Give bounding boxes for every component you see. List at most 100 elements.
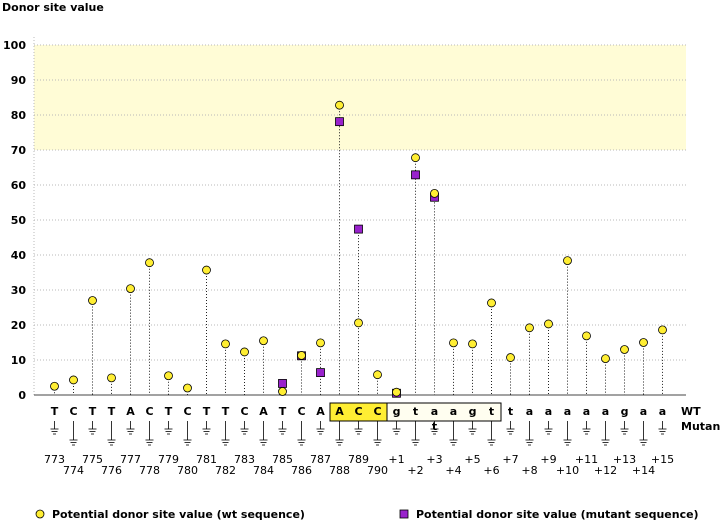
wt-marker [506, 353, 515, 362]
wt-marker [297, 351, 306, 360]
wt-base-label: a [526, 405, 533, 418]
wt-base-label: T [165, 405, 173, 418]
wt-base-label: a [545, 405, 552, 418]
wt-base-label: T [279, 405, 287, 418]
position-number: +1 [388, 453, 404, 466]
position-number: +15 [651, 453, 674, 466]
wt-marker [620, 345, 629, 354]
wt-marker [88, 296, 97, 305]
ground-symbol [126, 421, 135, 435]
mutant-marker [316, 368, 325, 378]
position-number: 778 [139, 464, 160, 477]
mutant-row-label: Mutant [681, 420, 720, 433]
wt-base-label: C [145, 405, 153, 418]
wt-base-label: a [450, 405, 457, 418]
wt-marker [639, 338, 648, 347]
intron-box [386, 402, 502, 422]
position-number: 784 [253, 464, 274, 477]
position-number: +9 [540, 453, 556, 466]
y-tick-label: 100 [3, 39, 26, 52]
wt-base-label: T [222, 405, 230, 418]
wt-marker [316, 338, 325, 348]
ground-symbol [278, 421, 287, 435]
wt-base-label: t [413, 405, 418, 418]
position-number: 781 [196, 453, 217, 466]
mutant-marker [411, 170, 420, 180]
position-number: 785 [272, 453, 293, 466]
y-tick-label: 10 [11, 354, 27, 367]
y-axis: 0 10 20 30 40 50 60 70 80 90 100 [3, 39, 26, 402]
position-number: 774 [63, 464, 84, 477]
ground-symbol [620, 421, 629, 435]
position-number: +8 [521, 464, 537, 477]
y-tick-label: 0 [18, 389, 26, 402]
chart-title: Donor site value [2, 1, 104, 14]
gridlines [33, 37, 686, 396]
ground-symbol [639, 421, 648, 446]
y-tick-label: 90 [11, 74, 27, 87]
position-number: 780 [177, 464, 198, 477]
ground-symbol [50, 421, 59, 435]
ground-symbol [221, 421, 230, 446]
wt-base-label: a [583, 405, 590, 418]
wt-base-label: C [240, 405, 248, 418]
wt-marker [164, 371, 173, 381]
wt-base-label: C [373, 405, 381, 418]
ground-symbol [107, 421, 116, 446]
y-tick-label: 60 [11, 179, 27, 192]
ground-symbol [449, 421, 458, 446]
ground-symbol [164, 421, 173, 435]
position-number: +14 [632, 464, 655, 477]
ground-symbol [430, 421, 439, 435]
mutant-marker [335, 117, 344, 127]
wt-base-label: t [508, 405, 513, 418]
position-number: +5 [464, 453, 480, 466]
ground-symbol [88, 421, 97, 435]
position-number: 782 [215, 464, 236, 477]
wt-base-label: T [108, 405, 116, 418]
position-number: 773 [44, 453, 65, 466]
position-number: +7 [502, 453, 518, 466]
position-number: 787 [310, 453, 331, 466]
wt-marker [544, 319, 553, 329]
position-number: +2 [407, 464, 423, 477]
position-number: +4 [445, 464, 461, 477]
wt-marker [563, 256, 572, 266]
ground-symbol [316, 421, 325, 435]
wt-marker [202, 265, 211, 275]
position-number: +10 [556, 464, 579, 477]
wt-base-label: C [69, 405, 77, 418]
wt-marker [335, 100, 344, 110]
position-number: 786 [291, 464, 312, 477]
markers [50, 100, 667, 398]
position-number: 790 [367, 464, 388, 477]
wt-marker [278, 387, 287, 396]
ground-symbol [202, 421, 211, 435]
wt-base-label: A [316, 405, 325, 418]
legend-wt-label: Potential donor site value (wt sequence) [52, 508, 305, 520]
wt-base-label: a [431, 405, 438, 418]
legend-circle-icon [35, 509, 45, 519]
wt-base-label: g [469, 405, 477, 418]
position-number: 777 [120, 453, 141, 466]
legend-square-icon [399, 509, 409, 519]
mutant-marker [278, 379, 287, 388]
ground-symbol [658, 421, 667, 435]
wt-base-label: a [659, 405, 666, 418]
wt-marker [183, 383, 192, 393]
wt-marker [525, 323, 534, 333]
ground-symbol [601, 421, 610, 446]
wt-marker [221, 339, 230, 349]
position-number: +6 [483, 464, 499, 477]
ground-symbol [335, 421, 344, 446]
wt-base-label: T [51, 405, 59, 418]
ground-symbol [582, 421, 591, 435]
position-number: 789 [348, 453, 369, 466]
wt-marker [126, 284, 135, 294]
ground-symbol [297, 421, 306, 446]
position-number: +3 [426, 453, 442, 466]
mutant-marker [354, 224, 363, 234]
sequence-row: T 773 C 774 T 775 T 776 A 777 C 778 T 779 C 780 T 781 T 782… [44, 402, 720, 477]
y-tick-label: 50 [11, 214, 27, 227]
